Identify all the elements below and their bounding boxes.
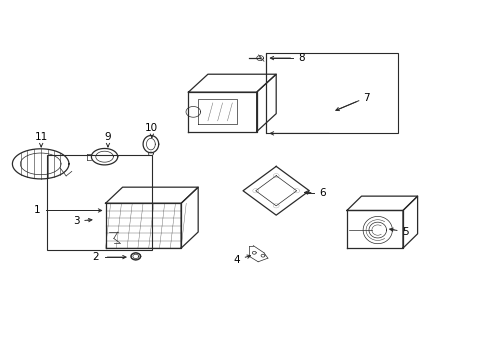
Text: 3: 3 (73, 216, 80, 226)
Text: 5: 5 (401, 227, 408, 237)
Bar (266, 53, 397, 134)
Text: 6: 6 (319, 188, 325, 198)
Text: 4: 4 (233, 255, 240, 265)
Text: 7: 7 (363, 93, 369, 103)
Text: 10: 10 (145, 123, 158, 133)
Text: 9: 9 (104, 132, 111, 142)
Bar (47, 155, 152, 250)
Text: 2: 2 (92, 252, 99, 262)
Text: 8: 8 (298, 53, 305, 63)
Text: 1: 1 (34, 206, 41, 216)
Text: 11: 11 (35, 132, 48, 142)
